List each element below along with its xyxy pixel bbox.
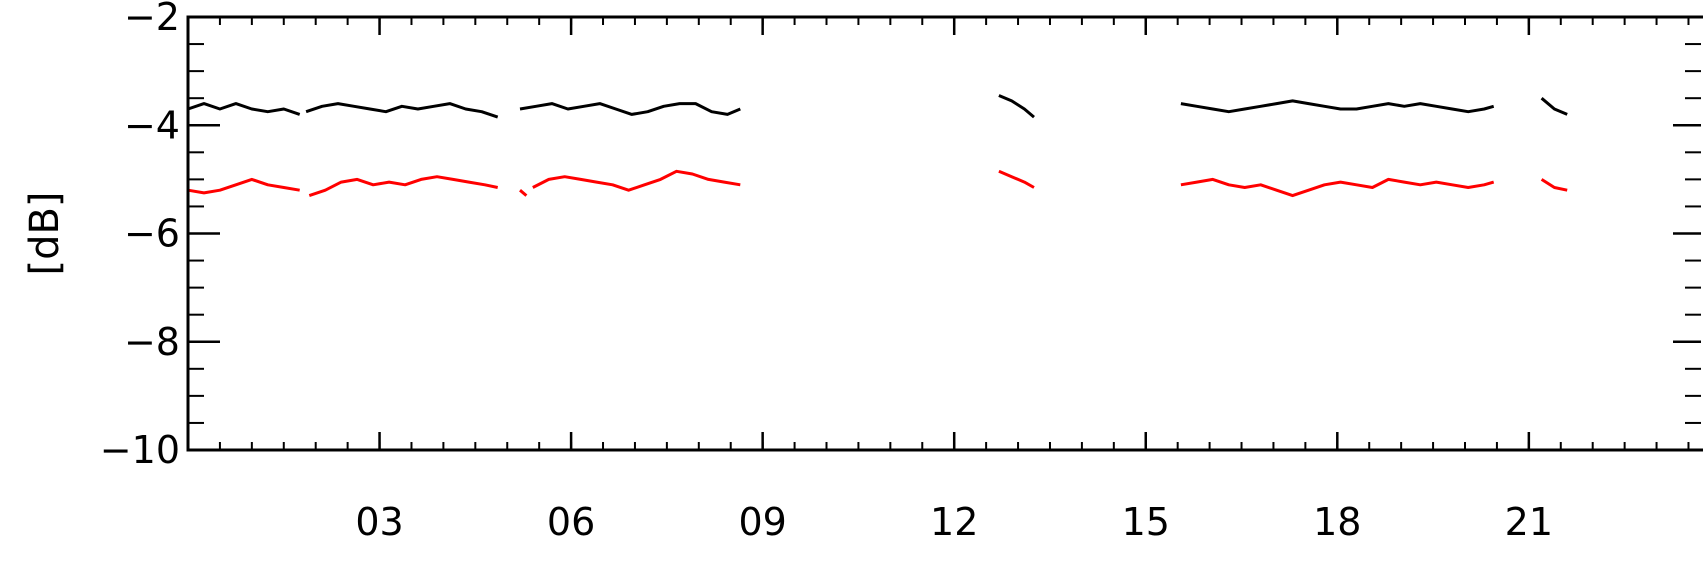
- series-1-segment-6: [1540, 178, 1568, 192]
- series-0-segment-4: [1180, 99, 1495, 114]
- plot-frame: [186, 15, 1703, 452]
- x-tick-label: 09: [738, 500, 786, 544]
- series-0-segment-5: [1540, 97, 1568, 116]
- series-1-segment-3: [532, 169, 741, 192]
- series-0-segment-2: [519, 102, 741, 116]
- axis-ticks: 03 06 09 12 15 18 21 −2 −4 −6 −8 −10: [100, 0, 1701, 544]
- series-1-segment-1: [308, 175, 499, 198]
- y-tick-label: −6: [124, 212, 180, 256]
- y-axis-label: [dB]: [22, 191, 68, 275]
- series-1-segment-2: [519, 189, 528, 197]
- x-tick-label: 03: [355, 500, 403, 544]
- series-group: [187, 94, 1568, 198]
- series-1-segment-0: [187, 177, 300, 195]
- y-tick-label: −8: [124, 320, 180, 364]
- series-1-segment-5: [1180, 177, 1495, 198]
- series-0-segment-0: [187, 102, 301, 116]
- series-1-segment-4: [998, 169, 1035, 189]
- series-0-segment-3: [998, 94, 1035, 119]
- series-0-segment-1: [305, 102, 499, 119]
- x-tick-label: 18: [1313, 500, 1361, 544]
- y-tick-label: −4: [124, 103, 180, 147]
- x-tick-label: 12: [930, 500, 978, 544]
- x-tick-label: 21: [1505, 500, 1553, 544]
- x-tick-label: 15: [1122, 500, 1170, 544]
- y-axis-label-group: [dB]: [22, 191, 68, 275]
- x-tick-label: 06: [547, 500, 595, 544]
- y-tick-label: −10: [100, 428, 180, 472]
- y-tick-label: −2: [124, 0, 180, 39]
